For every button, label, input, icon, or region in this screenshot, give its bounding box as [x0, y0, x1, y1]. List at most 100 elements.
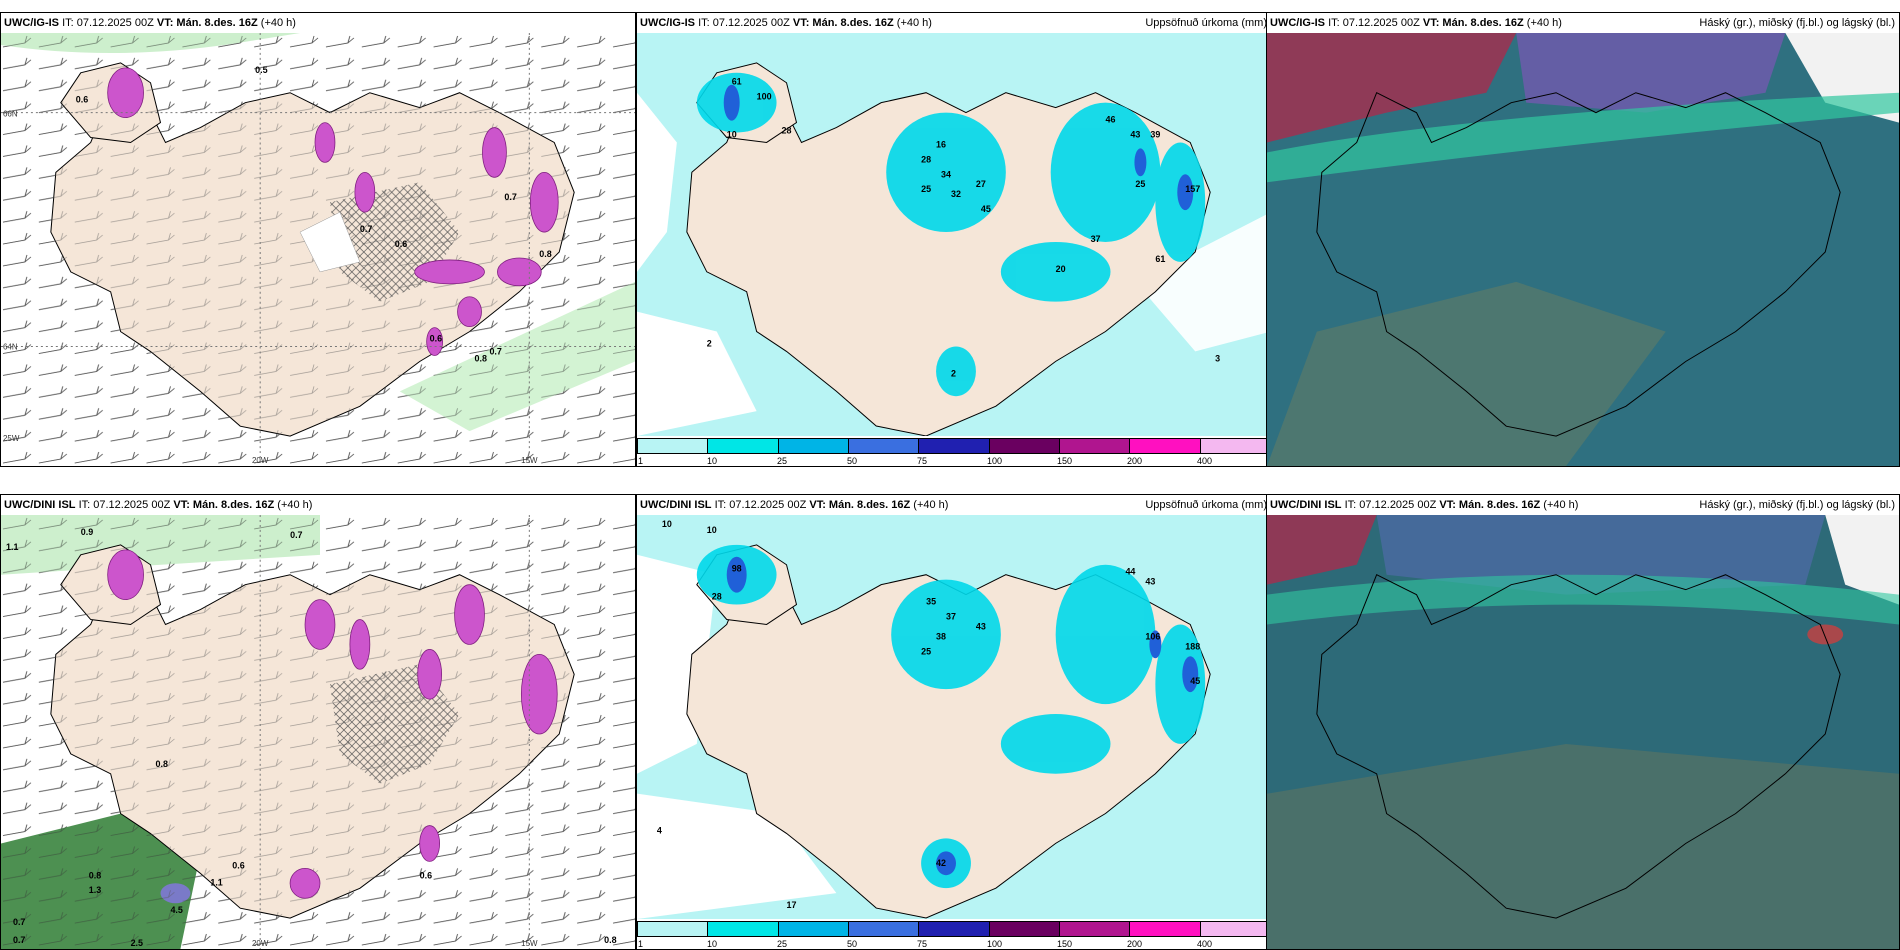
- field-title: Háský (gr.), miðský (fj.bl.) og lágský (…: [1699, 499, 1895, 511]
- precip-value: 25: [921, 184, 931, 194]
- panel-header: UWC/IG-IS IT: 07.12.2025 00Z VT: Mán. 8.…: [1267, 13, 1899, 33]
- field-title: Háský (gr.), miðský (fj.bl.) og lágský (…: [1699, 17, 1895, 29]
- valid-label: VT:: [173, 499, 190, 511]
- precip-value: 157: [1185, 184, 1200, 194]
- lon-label: 20W: [252, 939, 269, 948]
- precip-value: 106: [1145, 631, 1160, 641]
- model-name: UWC/DINI ISL: [1270, 499, 1342, 511]
- colorbar-swatch: [638, 439, 709, 453]
- snow-value: 2.5: [131, 938, 143, 948]
- map-canvas: 61 100 28 10 16 28 34 25 32 27 45 46 43 …: [637, 33, 1271, 436]
- cloud-map[interactable]: [1267, 33, 1899, 466]
- panel-ig-wind-snow: UWC/IG-IS IT: 07.12.2025 00Z VT: Mán. 8.…: [0, 12, 636, 467]
- low-cloud-patch: [1267, 743, 1899, 949]
- mid-cloud-area: [1376, 515, 1826, 595]
- precip-value: 45: [981, 204, 991, 214]
- colorbar-label: 10: [707, 939, 718, 949]
- precip-value: 32: [951, 189, 961, 199]
- precip-value: 61: [1155, 254, 1165, 264]
- lat-label: 64N: [3, 343, 18, 352]
- precip-map[interactable]: 10 10 98 28 35 37 38 25 43 44 43 106 188…: [637, 515, 1271, 919]
- colorbar-label: 75: [917, 939, 928, 949]
- colorbar-label: 100: [987, 456, 1003, 466]
- panel-header: UWC/DINI ISL IT: 07.12.2025 00Z VT: Mán.…: [1, 495, 635, 515]
- lead-time: (+40 h): [896, 17, 932, 29]
- precip-value: 39: [1150, 129, 1160, 139]
- valid-time: Mán. 8.des. 16Z: [176, 17, 258, 29]
- precip-value: 28: [712, 592, 722, 602]
- snow-value: 0.6: [430, 334, 442, 344]
- init-time: IT: 07.12.2025 00Z: [78, 499, 171, 511]
- no-precip-area: [637, 311, 757, 436]
- snow-value: 0.6: [420, 870, 432, 880]
- colorbar-label: 10: [707, 456, 718, 466]
- colorbar-swatch: [778, 439, 849, 453]
- lat-label: 25W: [3, 434, 20, 443]
- snow-value: 1.1: [210, 877, 222, 887]
- panel-ig-precip: UWC/IG-IS IT: 07.12.2025 00Z VT: Mán. 8.…: [636, 12, 1272, 467]
- panel-ig-clouds: UWC/IG-IS IT: 07.12.2025 00Z VT: Mán. 8.…: [1266, 12, 1900, 467]
- lead-time: (+40 h): [260, 17, 296, 29]
- valid-label: VT:: [156, 17, 174, 29]
- lead-time: (+40 h): [1543, 499, 1579, 511]
- snow-value: 0.6: [232, 860, 244, 870]
- valid-label: VT:: [792, 17, 810, 29]
- no-precip-area: [637, 92, 677, 272]
- high-cloud-area: [1267, 515, 1377, 585]
- wind-snow-map[interactable]: 0.9 0.7 1.1 0.8 0.7 0.6 0.6 1.3 4.5 2.5 …: [1, 515, 635, 949]
- field-title: Uppsöfnuð úrkoma (mm): [1145, 499, 1267, 511]
- precip-value: 2: [707, 338, 712, 348]
- lat-label: 66N: [3, 110, 18, 119]
- lon-label: 15W: [521, 939, 538, 948]
- panel-dini-wind-snow: UWC/DINI ISL IT: 07.12.2025 00Z VT: Mán.…: [0, 494, 636, 950]
- precip-value: 43: [976, 621, 986, 631]
- snow-labels: 0.5 0.6 0.6 0.8 0.7 0.7 0.6 0.8 0.7: [76, 65, 552, 364]
- cloud-map[interactable]: [1267, 515, 1899, 949]
- colorbar-label: 50: [847, 939, 858, 949]
- snow-value: 0.6: [395, 239, 407, 249]
- map-canvas: 0.9 0.7 1.1 0.8 0.7 0.6 0.6 1.3 4.5 2.5 …: [1, 515, 635, 949]
- snow-value: 0.6: [76, 95, 88, 105]
- snow-value: 0.7: [13, 917, 25, 927]
- lead-time: (+40 h): [1526, 17, 1562, 29]
- snow-value: 4.5: [170, 905, 182, 915]
- colorbar-swatch: [848, 439, 920, 453]
- mid-cloud-band: [1267, 574, 1899, 625]
- precip-value: 10: [662, 519, 672, 529]
- precip-heavy-cells: [726, 556, 1199, 876]
- init-time: IT: 07.12.2025 00Z: [1344, 499, 1437, 511]
- init-time: IT: 07.12.2025 00Z: [62, 17, 154, 29]
- colorbar-label: 50: [847, 456, 858, 466]
- snow-cells: [107, 67, 559, 356]
- init-time: IT: 07.12.2025 00Z: [714, 499, 807, 511]
- no-precip-area: [637, 793, 837, 919]
- colorbar-label: 1: [638, 939, 644, 949]
- precip-cells: [696, 72, 1206, 397]
- valid-label: VT:: [1439, 499, 1456, 511]
- precip-value: 25: [1135, 179, 1145, 189]
- valid-label: VT:: [1422, 17, 1440, 29]
- snow-value: 1.1: [6, 542, 18, 552]
- precip-value: 28: [921, 154, 931, 164]
- precip-value: 61: [732, 77, 742, 87]
- map-canvas: 10 10 98 28 35 37 38 25 43 44 43 106 188…: [637, 515, 1271, 919]
- precip-value: 28: [782, 126, 792, 136]
- colorbar-swatch: [638, 922, 709, 936]
- colorbar-swatch: [848, 922, 920, 936]
- precip-map[interactable]: 61 100 28 10 16 28 34 25 32 27 45 46 43 …: [637, 33, 1271, 436]
- snow-value: 0.5: [255, 65, 267, 75]
- colorbar-swatch: [1200, 439, 1270, 453]
- init-time: IT: 07.12.2025 00Z: [698, 17, 790, 29]
- lead-time: (+40 h): [913, 499, 949, 511]
- colorbar-swatch: [708, 922, 779, 936]
- colorbar-swatch: [708, 439, 779, 453]
- precip-heavy-cells: [723, 84, 1194, 211]
- snow-value: 0.7: [13, 935, 25, 945]
- high-cloud-area: [1267, 33, 1517, 143]
- precip-value: 4: [657, 825, 662, 835]
- colorbar-label: 25: [777, 456, 788, 466]
- snow-value: 0.8: [156, 759, 168, 769]
- snow-value: 0.8: [604, 935, 616, 945]
- colorbar-label: 25: [777, 939, 788, 949]
- wind-snow-map[interactable]: 0.5 0.6 0.6 0.8 0.7 0.7 0.6 0.8 0.7 20W …: [1, 33, 635, 466]
